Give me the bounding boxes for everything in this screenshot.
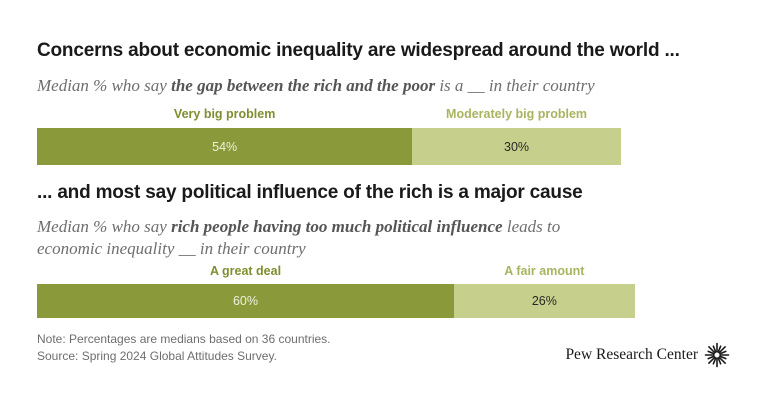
bar-segment-1: 60% xyxy=(37,284,454,318)
legend-label-2: A fair amount xyxy=(504,264,585,278)
data-label: 60% xyxy=(232,294,259,308)
data-label: 54% xyxy=(212,139,238,154)
chart1-subtitle: Median % who say the gap between the ric… xyxy=(37,76,595,95)
chart2-bar: 60% 26% xyxy=(37,284,635,318)
bar-segment-1: 54% xyxy=(37,128,413,165)
pew-logo: Pew Research Center xyxy=(565,342,730,368)
chart2-legend: A great deal A fair amount xyxy=(0,264,768,280)
chart1-bar: 54% 30% xyxy=(37,128,621,165)
sunburst-icon xyxy=(704,342,730,368)
source-text: Source: Spring 2024 Global Attitudes Sur… xyxy=(37,349,277,363)
legend-label-1: A great deal xyxy=(209,264,282,278)
chart1-title: Concerns about economic inequality are w… xyxy=(37,40,680,61)
chart2-subtitle: Median % who say rich people having too … xyxy=(37,217,561,258)
brand-text: Pew Research Center xyxy=(565,346,698,363)
note-text: Note: Percentages are medians based on 3… xyxy=(37,332,331,346)
chart2-title: ... and most say political influence of … xyxy=(37,182,583,203)
legend-label-2: Moderately big problem xyxy=(446,107,588,121)
data-label: 26% xyxy=(531,294,557,308)
bar-segment-2: 30% xyxy=(412,128,621,165)
legend-label-1: Very big problem xyxy=(173,107,276,121)
bar-segment-2: 26% xyxy=(454,284,635,318)
data-label: 30% xyxy=(504,139,530,154)
chart1-legend: Very big problem Moderately big problem xyxy=(0,107,768,123)
